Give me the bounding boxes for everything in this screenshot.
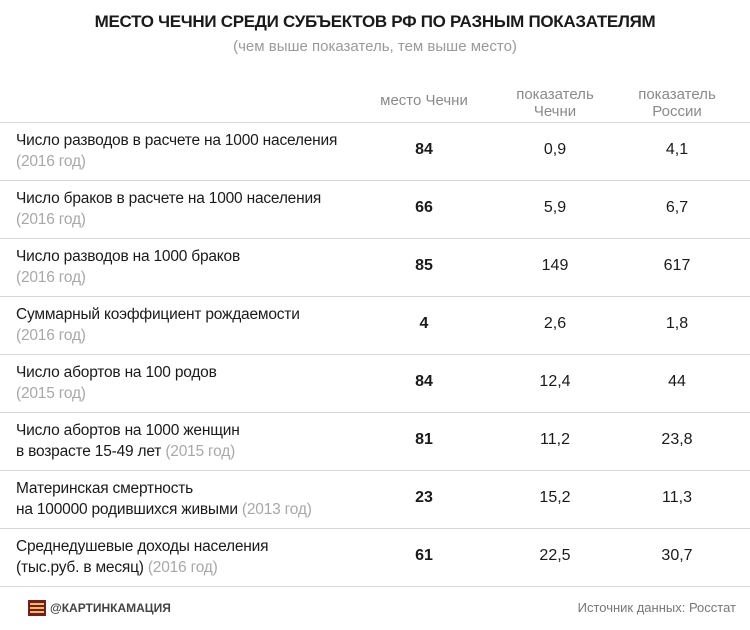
chechnya-value: 11,2 [540, 431, 570, 448]
source: Источник данных: Росстат [577, 600, 736, 615]
label-line: Число абортов на 100 родов [16, 364, 217, 381]
rule [0, 586, 750, 587]
year: (2016 год) [147, 559, 218, 576]
column-header-line: показатель [516, 86, 594, 103]
chechnya-value: 5,9 [543, 199, 567, 216]
label-line: на 100000 родившихся живыми (2013 год) [16, 501, 312, 518]
year: (2013 год) [241, 501, 312, 518]
row-label: Среднедушевые доходы населения (тыс.руб. … [16, 536, 268, 578]
rank: 85 [415, 257, 433, 274]
rank: 84 [415, 141, 433, 158]
russia-value: 30,7 [661, 547, 693, 564]
year: (2016 год) [16, 327, 86, 344]
brand: @КАРТИНКАМАЦИЯ [50, 601, 171, 615]
label-line: (тыс.руб. в месяц) (2016 год) [16, 559, 218, 576]
chechnya-value: 2,6 [543, 315, 567, 332]
column-header-line: показатель [638, 86, 716, 103]
row-label: Число абортов на 1000 женщин в возрасте 1… [16, 420, 240, 462]
label-line: Суммарный коэффициент рождаемости [16, 306, 300, 323]
row-label: Число разводов на 1000 браков (2016 год) [16, 246, 240, 288]
rule [0, 354, 750, 355]
russia-value: 4,1 [665, 141, 689, 158]
chechnya-value: 149 [541, 257, 569, 274]
rule [0, 470, 750, 471]
rule [0, 180, 750, 181]
rank: 23 [415, 489, 433, 506]
row-label: Число браков в расчете на 1000 населения… [16, 188, 321, 230]
russia-value: 6,7 [665, 199, 689, 216]
chechnya-value: 15,2 [539, 489, 571, 506]
rank: 66 [415, 199, 433, 216]
label-line: Число абортов на 1000 женщин [16, 422, 240, 439]
column-header-line: России [652, 103, 702, 120]
chechnya-value: 12,4 [539, 373, 571, 390]
rule [0, 122, 750, 123]
row-label: Суммарный коэффициент рождаемости (2016 г… [16, 304, 300, 346]
rank: 84 [415, 373, 433, 390]
rank: 61 [415, 547, 433, 564]
label-line: Материнская смертность [16, 480, 194, 497]
rank: 81 [415, 431, 433, 448]
label-line: Число браков в расчете на 1000 населения [16, 190, 322, 207]
year: (2015 год) [16, 385, 86, 402]
rule [0, 296, 750, 297]
chechnya-value: 22,5 [539, 547, 571, 564]
label-line: Среднедушевые доходы населения [16, 538, 269, 555]
label-line: Число разводов в расчете на 1000 населен… [16, 132, 338, 149]
row-label: Число абортов на 100 родов (2015 год) [16, 362, 217, 404]
row-label: Число разводов в расчете на 1000 населен… [16, 130, 337, 172]
column-header: показатель России [612, 86, 742, 120]
rule [0, 238, 750, 239]
column-header: место Чечни [364, 92, 484, 109]
rule [0, 412, 750, 413]
russia-value: 23,8 [661, 431, 693, 448]
rank: 4 [419, 315, 429, 332]
column-header-line: Чечни [533, 103, 577, 120]
label-line: в возрасте 15-49 лет (2015 год) [16, 443, 236, 460]
title: МЕСТО ЧЕЧНИ СРЕДИ СУБЪЕКТОВ РФ ПО РАЗНЫМ… [94, 12, 656, 31]
year: (2016 год) [16, 269, 86, 286]
label-line: Число разводов на 1000 браков [16, 248, 241, 265]
row-label: Материнская смертность на 100000 родивших… [16, 478, 312, 520]
russia-value: 44 [668, 373, 686, 390]
year: (2015 год) [165, 443, 236, 460]
year: (2016 год) [16, 211, 86, 228]
russia-value: 1,8 [665, 315, 689, 332]
russia-value: 11,3 [662, 489, 692, 506]
rule [0, 528, 750, 529]
logo [28, 600, 46, 616]
column-header: показатель Чечни [490, 86, 620, 120]
year: (2016 год) [16, 153, 86, 170]
chechnya-value: 0,9 [543, 141, 567, 158]
subtitle: (чем выше показатель, тем выше место) [233, 38, 517, 55]
column-header-line: место Чечни [380, 92, 468, 109]
russia-value: 617 [663, 257, 691, 274]
